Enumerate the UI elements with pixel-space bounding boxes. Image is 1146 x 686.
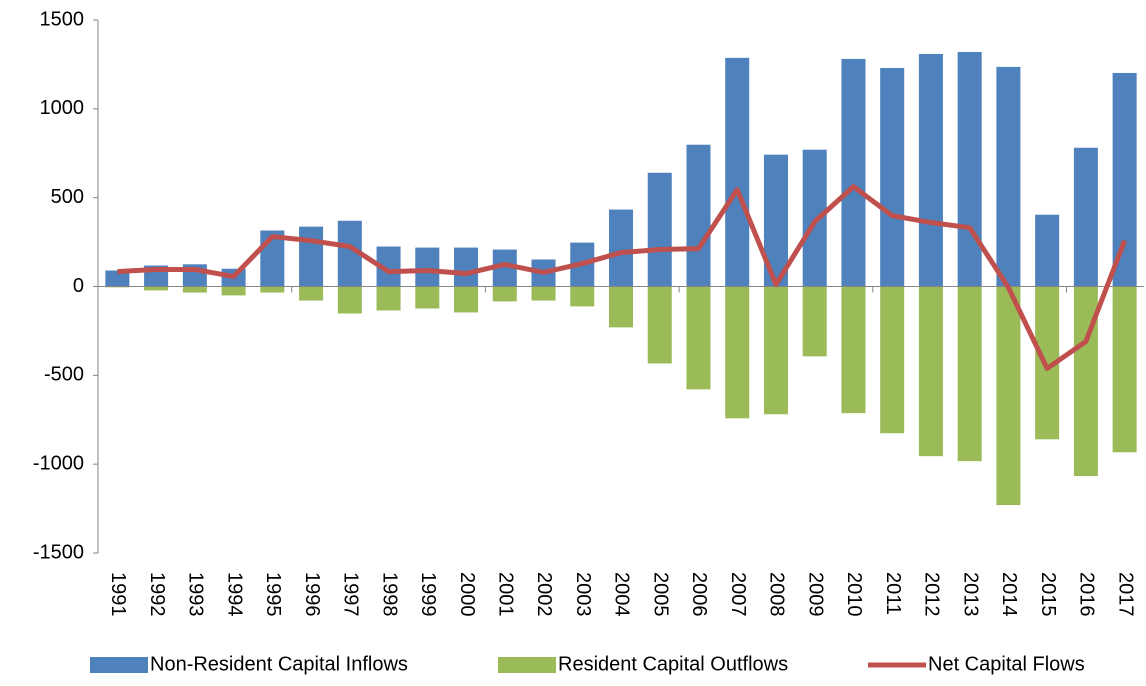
x-tick-label: 2006 bbox=[688, 572, 710, 617]
bar bbox=[725, 57, 750, 287]
bar bbox=[647, 172, 672, 287]
bar bbox=[880, 67, 905, 287]
x-tick-label: 2004 bbox=[611, 572, 633, 617]
x-tick-label: 2001 bbox=[494, 572, 516, 617]
bar bbox=[299, 286, 324, 301]
legend-label: Net Capital Flows bbox=[928, 653, 1085, 675]
bar bbox=[492, 286, 517, 302]
line bbox=[117, 184, 1127, 371]
bar bbox=[802, 149, 827, 287]
y-tick-label: 0 bbox=[73, 275, 84, 297]
bar bbox=[1073, 147, 1098, 287]
x-tick-label: 2007 bbox=[727, 572, 749, 617]
x-tick-label: 2005 bbox=[649, 572, 671, 617]
x-tick-label: 1992 bbox=[146, 572, 168, 617]
x-tick-label: 2012 bbox=[921, 572, 943, 617]
bar bbox=[105, 270, 130, 287]
bar bbox=[454, 286, 479, 313]
bar bbox=[996, 286, 1021, 506]
legend-label: Resident Capital Outflows bbox=[558, 653, 788, 675]
bar bbox=[841, 58, 866, 287]
x-tick-label: 1991 bbox=[107, 572, 129, 617]
bar bbox=[647, 286, 672, 364]
bar bbox=[1112, 72, 1137, 287]
legend-swatch bbox=[90, 657, 148, 673]
bar bbox=[957, 286, 982, 462]
bar bbox=[957, 51, 982, 287]
bar bbox=[918, 53, 943, 287]
bar bbox=[570, 286, 595, 307]
legend-label: Non-Resident Capital Inflows bbox=[150, 653, 408, 675]
bar bbox=[144, 286, 169, 291]
bar bbox=[415, 247, 440, 287]
bar bbox=[337, 286, 362, 314]
bar bbox=[531, 286, 556, 301]
bar bbox=[221, 286, 246, 296]
bar bbox=[802, 286, 827, 357]
x-tick-label: 2002 bbox=[533, 572, 555, 617]
bar bbox=[686, 286, 711, 390]
x-tick-label: 2003 bbox=[572, 572, 594, 617]
bar bbox=[182, 286, 207, 293]
bar bbox=[918, 286, 943, 457]
x-tick-label: 1996 bbox=[301, 572, 323, 617]
x-tick-label: 2009 bbox=[804, 572, 826, 617]
x-tick-label: 2017 bbox=[1114, 572, 1136, 617]
x-tick-label: 1993 bbox=[185, 572, 207, 617]
x-tick-label: 1998 bbox=[378, 572, 400, 617]
bar bbox=[608, 209, 634, 287]
x-tick-label: 2014 bbox=[998, 572, 1020, 617]
x-tick-label: 1994 bbox=[223, 572, 245, 617]
bar bbox=[686, 144, 711, 287]
y-tick-label: 500 bbox=[51, 186, 84, 208]
bar bbox=[880, 286, 905, 434]
y-tick-label: 1500 bbox=[40, 8, 85, 30]
x-tick-label: 2000 bbox=[456, 572, 478, 617]
bar bbox=[299, 226, 324, 287]
bar bbox=[376, 286, 401, 311]
y-tick-label: -1500 bbox=[33, 541, 84, 563]
bar bbox=[763, 286, 788, 415]
x-tick-label: 2013 bbox=[959, 572, 981, 617]
x-tick-label: 2010 bbox=[843, 572, 865, 617]
x-tick-label: 2008 bbox=[766, 572, 788, 617]
bar bbox=[1035, 214, 1060, 287]
y-tick-label: 1000 bbox=[40, 97, 85, 119]
x-tick-label: 2011 bbox=[882, 572, 904, 615]
x-tick-label: 2015 bbox=[1037, 572, 1059, 617]
x-tick-label: 1995 bbox=[262, 572, 284, 617]
x-tick-label: 2016 bbox=[1076, 572, 1098, 617]
bar bbox=[841, 286, 866, 414]
bar bbox=[725, 286, 750, 419]
y-tick-label: -500 bbox=[44, 364, 84, 386]
bar bbox=[1112, 286, 1137, 453]
x-tick-label: 1999 bbox=[417, 572, 439, 617]
x-tick-label: 1997 bbox=[340, 572, 362, 617]
bar bbox=[260, 286, 285, 293]
y-tick-label: -1000 bbox=[33, 452, 84, 474]
legend-swatch bbox=[498, 657, 556, 673]
bar bbox=[454, 247, 479, 287]
bar bbox=[608, 286, 634, 328]
bar bbox=[415, 286, 440, 309]
bar bbox=[996, 66, 1021, 287]
